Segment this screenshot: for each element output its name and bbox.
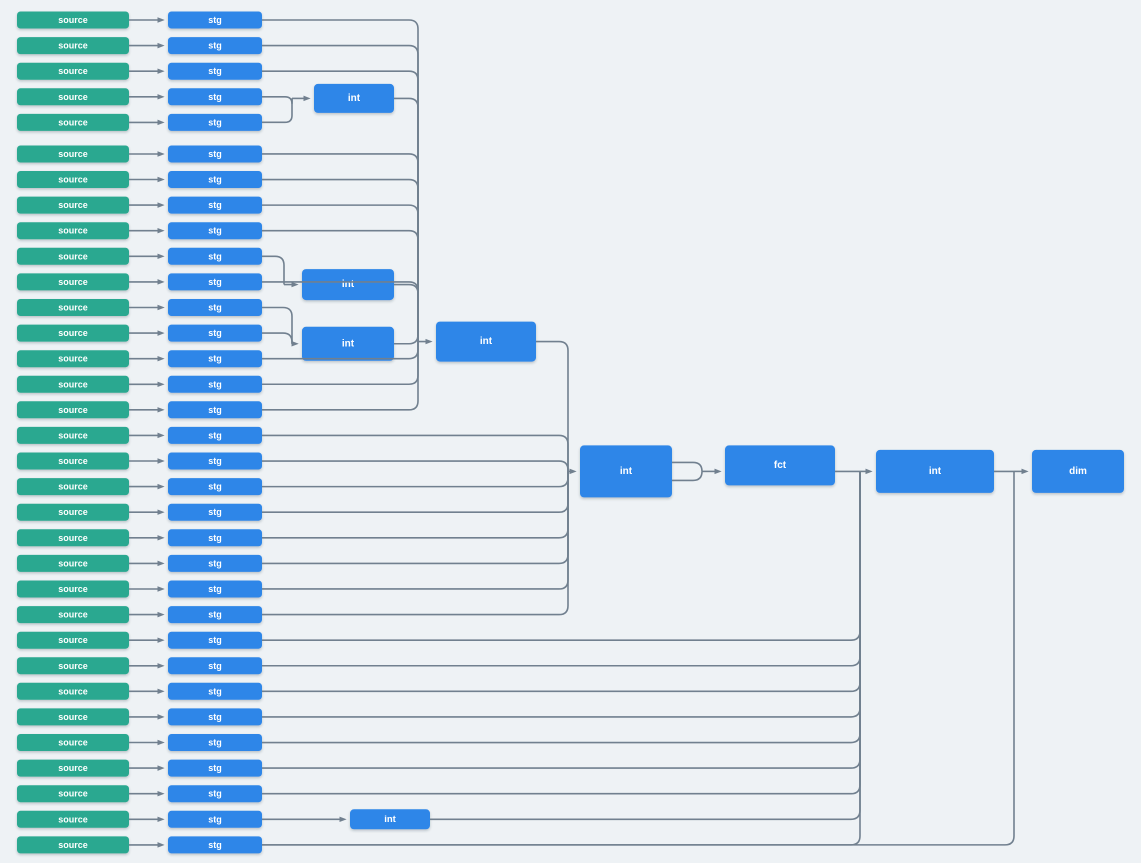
svg-text:stg: stg [208,814,222,824]
svg-text:int: int [384,814,396,825]
svg-text:stg: stg [208,712,222,722]
svg-text:source: source [58,610,88,620]
svg-text:stg: stg [208,635,222,645]
svg-text:dim: dim [1069,466,1087,477]
svg-text:source: source [58,117,88,127]
svg-text:stg: stg [208,789,222,799]
svg-text:source: source [58,789,88,799]
svg-text:source: source [58,303,88,313]
svg-text:stg: stg [208,277,222,287]
svg-text:stg: stg [208,15,222,25]
svg-text:source: source [58,738,88,748]
svg-text:source: source [58,840,88,850]
svg-text:stg: stg [208,840,222,850]
svg-text:source: source [58,15,88,25]
svg-text:source: source [58,712,88,722]
svg-text:source: source [58,175,88,185]
svg-text:source: source [58,226,88,236]
svg-text:stg: stg [208,303,222,313]
svg-text:source: source [58,507,88,517]
svg-text:stg: stg [208,226,222,236]
svg-text:int: int [480,336,493,347]
svg-text:int: int [342,338,355,349]
svg-text:source: source [58,456,88,466]
svg-text:source: source [58,41,88,51]
svg-text:stg: stg [208,686,222,696]
svg-text:stg: stg [208,354,222,364]
svg-text:int: int [348,93,361,104]
svg-text:fct: fct [774,460,787,471]
svg-text:stg: stg [208,66,222,76]
svg-text:stg: stg [208,200,222,210]
svg-text:source: source [58,200,88,210]
svg-text:int: int [929,466,942,477]
svg-text:stg: stg [208,763,222,773]
svg-text:stg: stg [208,507,222,517]
svg-text:source: source [58,533,88,543]
svg-text:stg: stg [208,558,222,568]
svg-text:source: source [58,635,88,645]
svg-text:stg: stg [208,456,222,466]
svg-text:stg: stg [208,738,222,748]
svg-text:source: source [58,814,88,824]
svg-text:source: source [58,405,88,415]
svg-text:stg: stg [208,661,222,671]
svg-text:stg: stg [208,533,222,543]
svg-text:stg: stg [208,610,222,620]
svg-text:source: source [58,763,88,773]
svg-text:source: source [58,482,88,492]
svg-text:stg: stg [208,328,222,338]
svg-text:int: int [342,279,355,290]
svg-text:source: source [58,149,88,159]
svg-text:stg: stg [208,430,222,440]
svg-text:stg: stg [208,41,222,51]
svg-text:source: source [58,354,88,364]
svg-text:source: source [58,251,88,261]
svg-text:stg: stg [208,175,222,185]
svg-text:source: source [58,379,88,389]
svg-text:stg: stg [208,251,222,261]
svg-text:stg: stg [208,117,222,127]
svg-text:stg: stg [208,92,222,102]
svg-text:source: source [58,558,88,568]
svg-text:stg: stg [208,584,222,594]
svg-text:source: source [58,430,88,440]
svg-text:source: source [58,328,88,338]
svg-text:source: source [58,66,88,76]
svg-text:int: int [620,466,633,477]
svg-text:source: source [58,277,88,287]
svg-text:stg: stg [208,405,222,415]
svg-text:stg: stg [208,149,222,159]
svg-text:source: source [58,92,88,102]
svg-text:source: source [58,686,88,696]
svg-text:stg: stg [208,379,222,389]
svg-text:stg: stg [208,482,222,492]
svg-text:source: source [58,661,88,671]
svg-text:source: source [58,584,88,594]
